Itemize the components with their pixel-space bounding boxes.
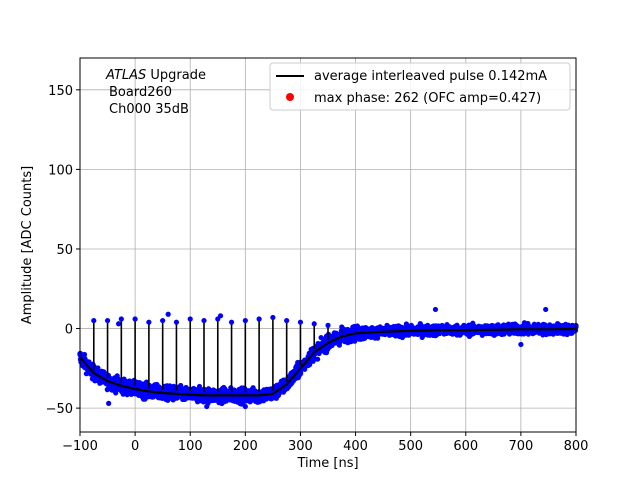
scatter-point-outlier [165, 311, 171, 317]
y-tick-label: −50 [46, 402, 73, 417]
scatter-point-outlier [204, 403, 210, 410]
scatter-point-outlier [115, 321, 122, 327]
spike-top-point [132, 316, 138, 322]
spike-top-point [352, 325, 359, 332]
spike-top-point [339, 324, 345, 330]
annotation-line-3: Ch000 35dB [109, 102, 189, 117]
plot-frame [79, 57, 577, 433]
x-tick-label: −100 [62, 439, 98, 454]
spike-series [91, 314, 386, 393]
spike-top-point [270, 314, 276, 321]
y-tick-label: 0 [65, 323, 73, 338]
y-axis-title: Amplitude [ADC Counts] [20, 166, 35, 324]
scatter-point-outlier [397, 333, 403, 340]
spike-top-point [187, 316, 193, 322]
spike-top-point [91, 317, 97, 324]
spike-top-point [242, 317, 248, 324]
spike-top-point [284, 317, 290, 324]
scatter-point-outlier [518, 341, 524, 348]
scatter-point-outlier [106, 400, 112, 406]
scatter-point-outlier [432, 306, 439, 313]
scatter-point [298, 370, 304, 376]
spike-top-point [311, 321, 317, 327]
scatter-point [165, 397, 171, 403]
spike-top-point [201, 317, 207, 324]
scatter-point [83, 371, 89, 377]
spike-top-point [325, 322, 331, 328]
legend-box [269, 62, 571, 111]
spike-top-point [173, 319, 180, 325]
x-tick-label: 700 [508, 439, 533, 454]
average-pulse-path [79, 327, 577, 397]
spike-top-point [104, 317, 111, 324]
x-tick-label: 500 [398, 439, 423, 454]
spike-top-point [215, 316, 221, 322]
y-tick-label: 100 [48, 163, 73, 178]
x-tick-label: 0 [131, 439, 139, 454]
x-tick-label: 300 [288, 439, 313, 454]
x-axis-ticks: −100 0 100 200 300 400 500 600 700 800 [62, 432, 588, 454]
scatter-point [81, 351, 88, 358]
x-tick-label: 800 [564, 439, 589, 454]
y-tick-label: 50 [56, 243, 73, 258]
scatter-point-outlier [543, 306, 549, 313]
y-axis-ticks: −50 0 50 100 150 [46, 84, 80, 417]
spike-top-point [118, 316, 124, 322]
scatter-point [167, 383, 173, 389]
annotation-line-2: Board260 [109, 85, 172, 100]
spike-top-point [297, 319, 304, 325]
spike-top-point [146, 319, 152, 325]
scatter-point-outlier [242, 403, 248, 410]
legend-entry-dot: max phase: 262 (OFC amp=0.427) [314, 91, 541, 106]
annotation-upgrade: Upgrade [146, 68, 206, 83]
atlas-annotation: ATLAS Upgrade Board260 Ch000 35dB [105, 68, 206, 117]
spike-top-point [228, 319, 235, 325]
annotation-line-1: ATLAS Upgrade [105, 68, 206, 83]
legend-entry-line: average interleaved pulse 0.142mA [314, 69, 547, 84]
legend: average interleaved pulse 0.142mA max ph… [269, 62, 571, 111]
x-axis-title: Time [ns] [296, 456, 358, 471]
x-tick-label: 600 [453, 439, 478, 454]
x-tick-label: 400 [343, 439, 368, 454]
spike-top-point [160, 317, 166, 324]
x-tick-label: 100 [178, 439, 203, 454]
annotation-atlas-italic: ATLAS [105, 68, 146, 83]
x-tick-label: 200 [233, 439, 258, 454]
y-tick-label: 150 [48, 84, 73, 99]
legend-dot-swatch [286, 93, 294, 101]
spike-top-point [256, 316, 262, 322]
scatter-point [315, 356, 321, 362]
scatter-point [196, 383, 203, 390]
average-pulse-line [79, 327, 577, 397]
